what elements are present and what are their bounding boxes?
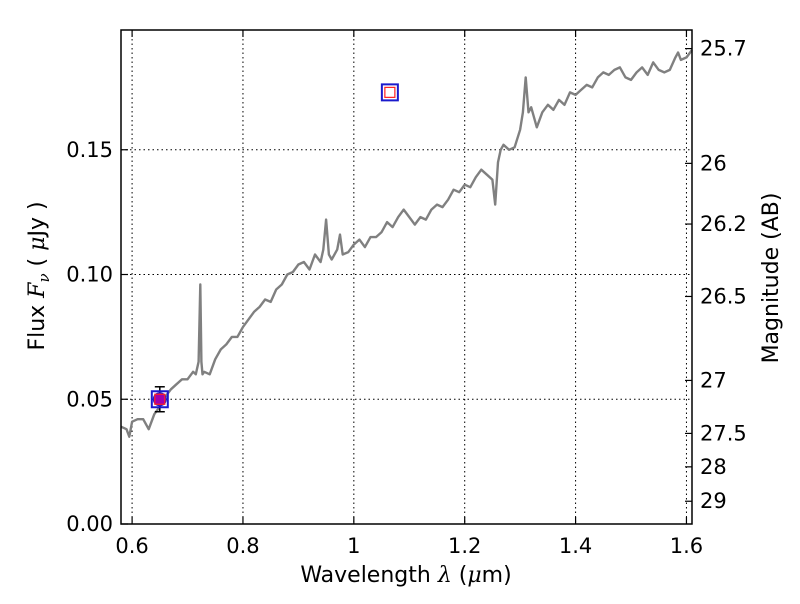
model-point-inner: [154, 393, 166, 405]
y-tick-label: 0.10: [66, 263, 113, 287]
y-tick-label: 0.05: [66, 387, 113, 411]
data-layer: [120, 49, 693, 438]
model-point: [380, 83, 399, 102]
x-tick-label: 1: [347, 534, 360, 558]
mag-tick-label: 29: [700, 489, 727, 513]
mag-tick-label: 27.5: [700, 421, 747, 445]
y-axis-title: Flux Fν ( μJy ): [25, 201, 53, 350]
model-point-inner: [384, 86, 396, 98]
mag-tick-label: 28: [700, 455, 727, 479]
grid-layer: [121, 30, 692, 525]
mag-tick-label: 27: [700, 368, 727, 392]
x-tick-label: 1.2: [448, 534, 481, 558]
mag-tick-label: 26.2: [700, 212, 747, 236]
x-axis-title: Wavelength λ (μm): [300, 563, 511, 588]
plot-frame: [120, 29, 693, 525]
mag-tick-label: 26.5: [700, 284, 747, 308]
x-tick-label: 0.8: [226, 534, 259, 558]
y-tick-label: 0.00: [66, 512, 113, 536]
mag-tick-label: 25.7: [700, 37, 747, 61]
x-tick-label: 1.6: [670, 534, 703, 558]
model-point: [150, 390, 169, 409]
tick-layer: 0.6 0.8 1 1.2 1.4 1.6 0.00 0.05 0.10 0.15 25.7 26 26…: [66, 30, 747, 558]
spectrum-line: [120, 49, 693, 438]
y2-axis-title: Magnitude (AB): [759, 193, 784, 364]
y-tick-label: 0.15: [66, 138, 113, 162]
mag-tick-label: 26: [700, 151, 727, 175]
x-tick-label: 1.4: [559, 534, 592, 558]
x-tick-label: 0.6: [115, 534, 148, 558]
photometry-point: [152, 392, 167, 407]
